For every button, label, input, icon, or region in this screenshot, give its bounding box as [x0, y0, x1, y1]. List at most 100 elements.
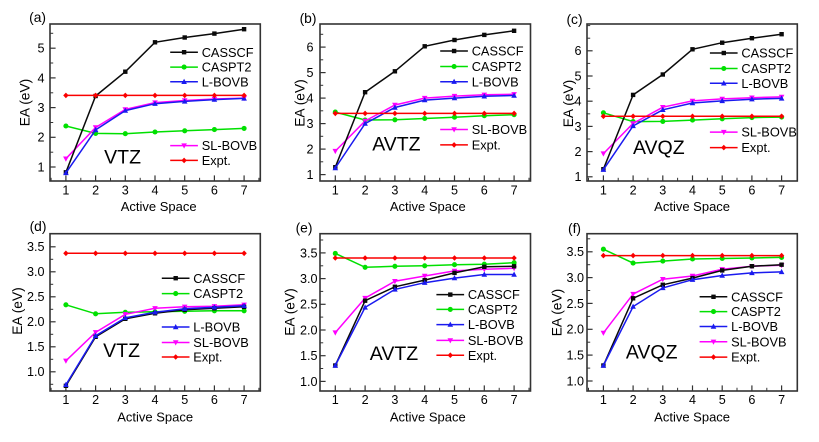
svg-text:4: 4: [574, 95, 581, 109]
svg-text:7: 7: [241, 184, 248, 198]
svg-text:Expt.: Expt.: [741, 140, 770, 155]
svg-text:3.5: 3.5: [566, 245, 584, 259]
svg-text:5: 5: [574, 69, 581, 83]
svg-text:EA (eV): EA (eV): [10, 287, 25, 335]
svg-text:2.0: 2.0: [300, 323, 318, 337]
svg-text:AVQZ: AVQZ: [633, 137, 685, 159]
svg-text:(d): (d): [30, 219, 47, 234]
svg-text:3.5: 3.5: [27, 240, 45, 254]
svg-text:4: 4: [151, 184, 158, 198]
svg-text:2: 2: [630, 393, 637, 407]
svg-text:L-BOVB: L-BOVB: [202, 74, 249, 89]
svg-text:5: 5: [306, 66, 313, 80]
svg-text:7: 7: [778, 393, 785, 407]
svg-text:Expt.: Expt.: [731, 350, 760, 365]
svg-text:Active Space: Active Space: [390, 199, 466, 214]
svg-text:7: 7: [778, 184, 785, 198]
svg-text:EA (eV): EA (eV): [17, 79, 32, 127]
svg-text:AVQZ: AVQZ: [626, 341, 678, 363]
svg-text:(f): (f): [568, 221, 581, 236]
svg-text:L-BOVB: L-BOVB: [472, 74, 519, 89]
svg-text:4: 4: [421, 184, 428, 198]
svg-text:(c): (c): [566, 12, 582, 27]
svg-text:3.0: 3.0: [27, 265, 45, 279]
svg-text:4: 4: [151, 393, 158, 407]
svg-text:5: 5: [181, 184, 188, 198]
svg-text:VTZ: VTZ: [103, 340, 140, 362]
svg-text:6: 6: [748, 393, 755, 407]
svg-text:2.0: 2.0: [566, 323, 584, 337]
svg-text:4: 4: [689, 393, 696, 407]
svg-text:7: 7: [241, 393, 248, 407]
svg-text:2: 2: [362, 184, 369, 198]
svg-text:Active Space: Active Space: [121, 199, 197, 214]
svg-text:CASPT2: CASPT2: [472, 59, 522, 74]
svg-text:4: 4: [37, 71, 44, 85]
svg-text:2: 2: [92, 393, 99, 407]
svg-text:CASSCF: CASSCF: [731, 289, 783, 304]
svg-text:5: 5: [181, 393, 188, 407]
svg-text:2: 2: [574, 145, 581, 159]
svg-text:SL-BOVB: SL-BOVB: [202, 138, 257, 153]
svg-text:3: 3: [37, 101, 44, 115]
svg-text:3: 3: [391, 393, 398, 407]
svg-text:5: 5: [719, 184, 726, 198]
svg-text:1: 1: [600, 393, 607, 407]
svg-text:4: 4: [689, 184, 696, 198]
svg-text:2: 2: [37, 131, 44, 145]
svg-text:1: 1: [306, 168, 313, 182]
svg-text:(a): (a): [29, 10, 46, 25]
svg-text:6: 6: [306, 41, 313, 55]
svg-text:1: 1: [332, 393, 339, 407]
svg-text:2.5: 2.5: [27, 290, 45, 304]
svg-text:EA (eV): EA (eV): [282, 288, 297, 336]
svg-text:1.0: 1.0: [27, 365, 45, 379]
svg-text:(e): (e): [296, 220, 313, 235]
svg-text:2: 2: [92, 184, 99, 198]
svg-text:1: 1: [332, 184, 339, 198]
svg-text:3: 3: [574, 120, 581, 134]
svg-text:2.0: 2.0: [27, 315, 45, 329]
svg-text:Expt.: Expt.: [193, 350, 222, 365]
svg-text:2.5: 2.5: [300, 298, 318, 312]
svg-text:(b): (b): [300, 11, 317, 26]
svg-text:3: 3: [659, 184, 666, 198]
svg-text:EA (eV): EA (eV): [292, 79, 307, 127]
svg-text:SL-BOVB: SL-BOVB: [193, 335, 248, 350]
svg-text:4: 4: [306, 92, 313, 106]
svg-text:CASPT2: CASPT2: [202, 60, 252, 75]
svg-text:L-BOVB: L-BOVB: [193, 320, 240, 335]
svg-text:7: 7: [511, 393, 518, 407]
svg-text:4: 4: [421, 393, 428, 407]
svg-text:EA (eV): EA (eV): [549, 289, 564, 337]
svg-text:5: 5: [37, 42, 44, 56]
svg-text:CASSCF: CASSCF: [193, 271, 245, 286]
svg-text:CASSCF: CASSCF: [472, 44, 524, 59]
svg-text:CASPT2: CASPT2: [193, 286, 243, 301]
svg-text:CASPT2: CASPT2: [731, 304, 781, 319]
svg-text:1: 1: [600, 184, 607, 198]
svg-text:5: 5: [451, 393, 458, 407]
svg-text:1: 1: [37, 160, 44, 174]
svg-text:3: 3: [122, 184, 129, 198]
svg-text:2.5: 2.5: [566, 297, 584, 311]
svg-text:L-BOVB: L-BOVB: [741, 76, 788, 91]
svg-text:Expt.: Expt.: [472, 138, 501, 153]
svg-text:5: 5: [451, 184, 458, 198]
svg-text:2: 2: [306, 143, 313, 157]
svg-text:VTZ: VTZ: [104, 146, 141, 168]
svg-text:3: 3: [306, 117, 313, 131]
svg-text:SL-BOVB: SL-BOVB: [741, 125, 796, 140]
svg-text:3.5: 3.5: [300, 246, 318, 260]
svg-text:1.0: 1.0: [566, 374, 584, 388]
svg-text:6: 6: [748, 184, 755, 198]
svg-text:EA (eV): EA (eV): [561, 80, 576, 128]
svg-text:CASSCF: CASSCF: [468, 287, 520, 302]
svg-text:6: 6: [574, 44, 581, 58]
svg-text:CASSCF: CASSCF: [741, 46, 793, 61]
svg-text:Active Space: Active Space: [117, 410, 193, 425]
svg-text:6: 6: [211, 184, 218, 198]
svg-text:1.5: 1.5: [300, 349, 318, 363]
svg-text:1: 1: [62, 184, 69, 198]
svg-text:3: 3: [391, 184, 398, 198]
